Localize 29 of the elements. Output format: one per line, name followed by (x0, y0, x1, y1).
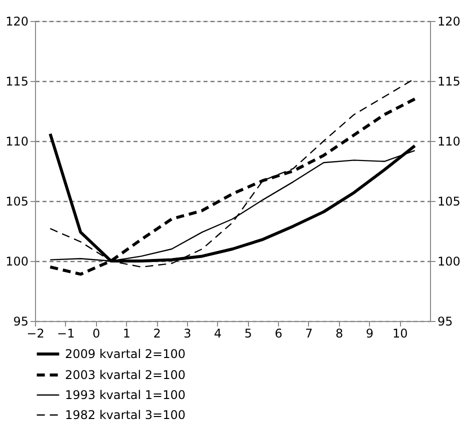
legend-label: 1982 kvartal 3=100 (65, 408, 186, 422)
x-tick-label: 8 (336, 326, 344, 340)
y2-tick-label: 100 (438, 254, 460, 268)
legend-label: 2003 kvartal 2=100 (65, 368, 186, 382)
x-tick-label: 0 (92, 326, 100, 340)
x-tick-label: 4 (214, 326, 222, 340)
x-tick-label: 3 (184, 326, 192, 340)
y-tick-label: 120 (6, 14, 28, 28)
y-tick-label: 100 (6, 254, 28, 268)
y2-tick-label: 110 (438, 134, 460, 148)
x-tick-label: 2 (153, 326, 161, 340)
y-tick-label: 110 (6, 134, 28, 148)
y2-tick-label: 105 (438, 194, 460, 208)
x-tick-label: 10 (392, 326, 408, 340)
y-tick-label: 105 (6, 194, 28, 208)
y-tick-label: 115 (6, 74, 28, 88)
y2-tick-label: 115 (438, 74, 460, 88)
x-tick-label: −2 (26, 326, 44, 340)
y2-tick-label: 120 (438, 14, 460, 28)
x-tick-label: 1 (122, 326, 130, 340)
x-tick-label: 6 (274, 326, 282, 340)
legend-label: 1993 kvartal 1=100 (65, 388, 186, 402)
x-tick-label: 9 (366, 326, 374, 340)
x-tick-label: −1 (57, 326, 75, 340)
y-tick-label: 95 (13, 314, 28, 328)
y2-tick-label: 95 (438, 314, 453, 328)
x-tick-label: 5 (244, 326, 252, 340)
legend-label: 2009 kvartal 2=100 (65, 347, 186, 361)
x-tick-label: 7 (305, 326, 313, 340)
